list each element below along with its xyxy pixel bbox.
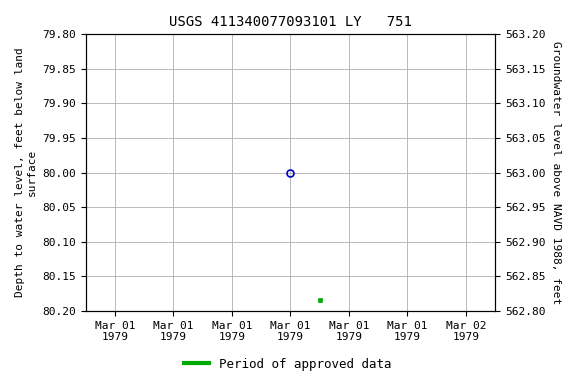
- Y-axis label: Groundwater level above NAVD 1988, feet: Groundwater level above NAVD 1988, feet: [551, 41, 561, 304]
- Y-axis label: Depth to water level, feet below land
surface: Depth to water level, feet below land su…: [15, 48, 37, 298]
- Title: USGS 411340077093101 LY   751: USGS 411340077093101 LY 751: [169, 15, 412, 29]
- Legend: Period of approved data: Period of approved data: [179, 353, 397, 376]
